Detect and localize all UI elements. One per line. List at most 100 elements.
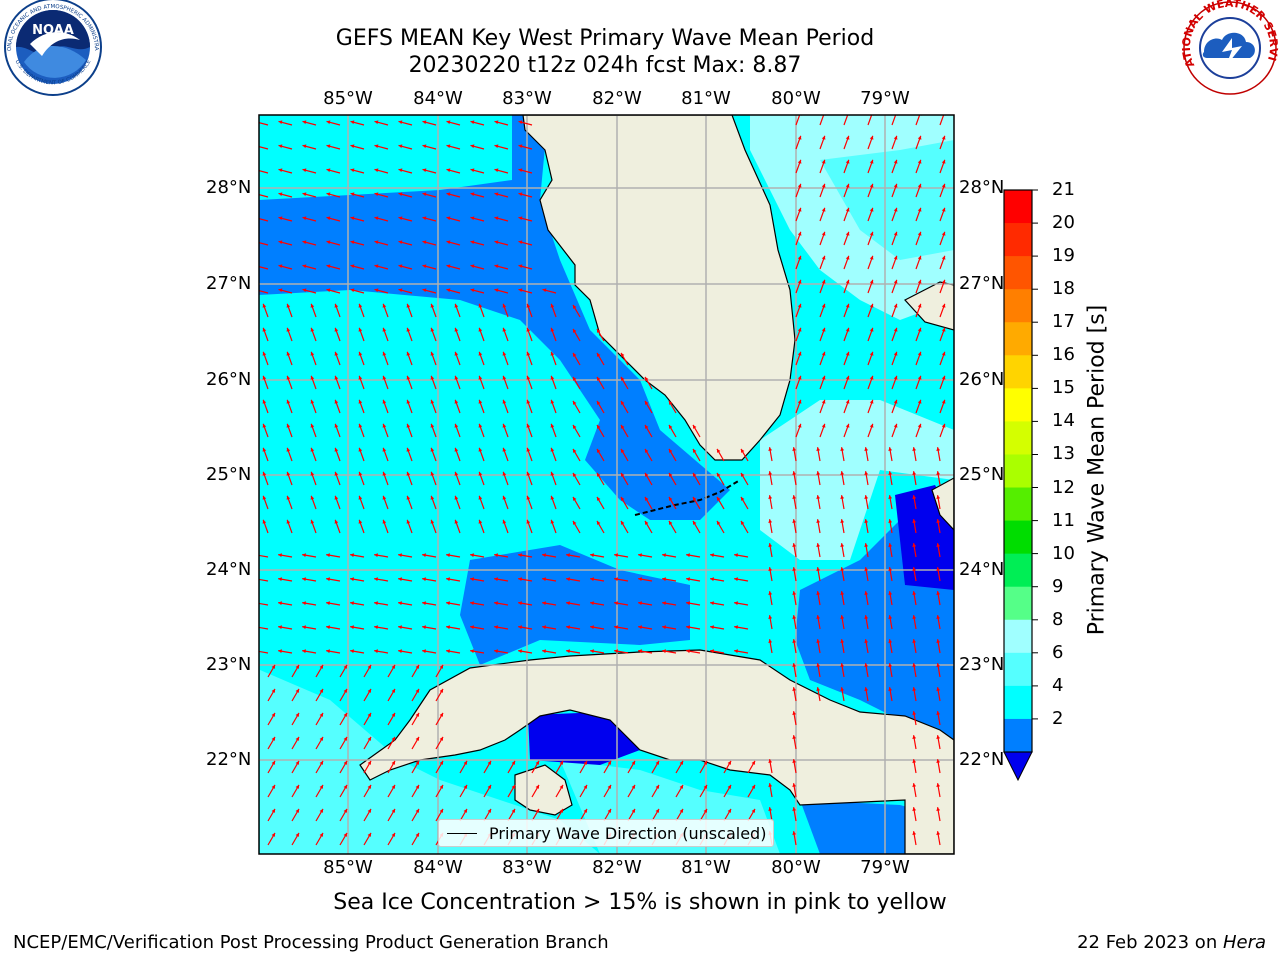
- direction-arrow: [638, 553, 653, 558]
- direction-arrow: [507, 808, 516, 822]
- direction-arrow: [363, 712, 372, 726]
- direction-arrow: [792, 639, 797, 654]
- direction-arrow: [374, 553, 389, 558]
- direction-arrow: [278, 240, 293, 246]
- direction-arrow: [315, 808, 324, 822]
- direction-arrow: [843, 135, 850, 150]
- direction-arrow: [502, 399, 509, 414]
- direction-arrow: [936, 831, 941, 846]
- direction-arrow: [620, 520, 629, 534]
- direction-arrow: [411, 688, 420, 702]
- direction-arrow: [915, 351, 922, 366]
- direction-arrow: [374, 577, 389, 582]
- direction-arrow: [334, 303, 341, 318]
- direction-arrow: [326, 216, 341, 222]
- direction-arrow: [792, 735, 797, 750]
- colorbar-tick-label: 9: [1052, 575, 1064, 597]
- colorbar-bin: [1004, 421, 1032, 455]
- direction-arrow: [278, 553, 293, 558]
- direction-arrow: [792, 447, 797, 462]
- chart-title: GEFS MEAN Key West Primary Wave Mean Per…: [335, 26, 875, 51]
- direction-arrow: [864, 495, 869, 510]
- direction-arrow: [470, 288, 485, 294]
- direction-arrow: [792, 567, 797, 582]
- direction-arrow: [382, 519, 389, 534]
- direction-arrow: [363, 664, 372, 678]
- direction-arrow: [454, 351, 461, 366]
- direction-arrow: [470, 553, 485, 558]
- direction-arrow: [614, 553, 629, 558]
- direction-arrow: [446, 625, 461, 630]
- colorbar-bin: [1004, 553, 1032, 588]
- direction-arrow: [740, 472, 749, 486]
- direction-arrow: [374, 192, 389, 198]
- land-polygon: [931, 477, 954, 531]
- direction-arrow: [387, 712, 396, 726]
- direction-arrow: [262, 447, 269, 462]
- direction-arrow: [478, 519, 485, 534]
- direction-arrow: [638, 649, 653, 654]
- direction-arrow: [864, 687, 869, 702]
- longitude-label: 82°W: [592, 857, 642, 878]
- direction-arrow: [326, 577, 341, 582]
- direction-arrow: [278, 288, 293, 294]
- direction-arrow: [768, 543, 773, 558]
- direction-arrow: [446, 120, 461, 126]
- direction-arrow: [542, 625, 557, 630]
- direction-arrow: [843, 231, 850, 246]
- direction-arrow: [939, 183, 946, 198]
- direction-arrow: [286, 519, 293, 534]
- direction-arrow: [638, 601, 653, 606]
- direction-arrow: [406, 351, 413, 366]
- direction-arrow: [939, 327, 946, 342]
- direction-arrow: [596, 424, 605, 438]
- direction-arrow: [502, 303, 509, 318]
- direction-arrow: [315, 664, 324, 678]
- direction-arrow: [326, 553, 341, 558]
- direction-arrow: [840, 519, 845, 534]
- direction-arrow: [350, 264, 365, 270]
- direction-arrow: [315, 712, 324, 726]
- direction-arrow: [526, 375, 533, 390]
- direction-arrow: [350, 192, 365, 198]
- direction-arrow: [668, 424, 677, 438]
- direction-arrow: [358, 519, 365, 534]
- direction-arrow: [668, 400, 677, 414]
- direction-arrow: [302, 649, 317, 654]
- direction-arrow: [795, 399, 802, 414]
- direction-arrow: [912, 447, 917, 462]
- direction-arrow: [494, 577, 509, 582]
- direction-arrow: [406, 471, 413, 486]
- direction-arrow: [478, 447, 485, 462]
- direction-arrow: [699, 760, 708, 774]
- direction-arrow: [406, 399, 413, 414]
- direction-arrow: [382, 447, 389, 462]
- direction-arrow: [315, 760, 324, 774]
- colorbar-bin: [1004, 454, 1032, 489]
- direction-arrow: [382, 471, 389, 486]
- direction-arrow: [302, 553, 317, 558]
- direction-arrow: [531, 808, 540, 822]
- direction-arrow: [891, 375, 898, 390]
- direction-arrow: [494, 216, 509, 222]
- latitude-label: 22°N: [206, 749, 252, 770]
- direction-arrow: [286, 471, 293, 486]
- direction-arrow: [459, 784, 468, 798]
- direction-arrow: [888, 687, 893, 702]
- direction-arrow: [494, 649, 509, 654]
- direction-arrow: [843, 159, 850, 174]
- direction-arrow: [310, 375, 317, 390]
- direction-arrow: [550, 471, 557, 486]
- direction-arrow: [662, 649, 677, 654]
- direction-arrow: [446, 553, 461, 558]
- direction-arrow: [620, 424, 629, 438]
- direction-arrow: [446, 649, 461, 654]
- direction-arrow: [339, 784, 348, 798]
- direction-arrow: [675, 760, 684, 774]
- direction-arrow: [550, 495, 557, 510]
- direction-arrow: [470, 192, 485, 198]
- direction-arrow: [278, 120, 293, 126]
- direction-arrow: [286, 375, 293, 390]
- direction-arrow: [572, 328, 581, 342]
- direction-arrow: [326, 288, 341, 294]
